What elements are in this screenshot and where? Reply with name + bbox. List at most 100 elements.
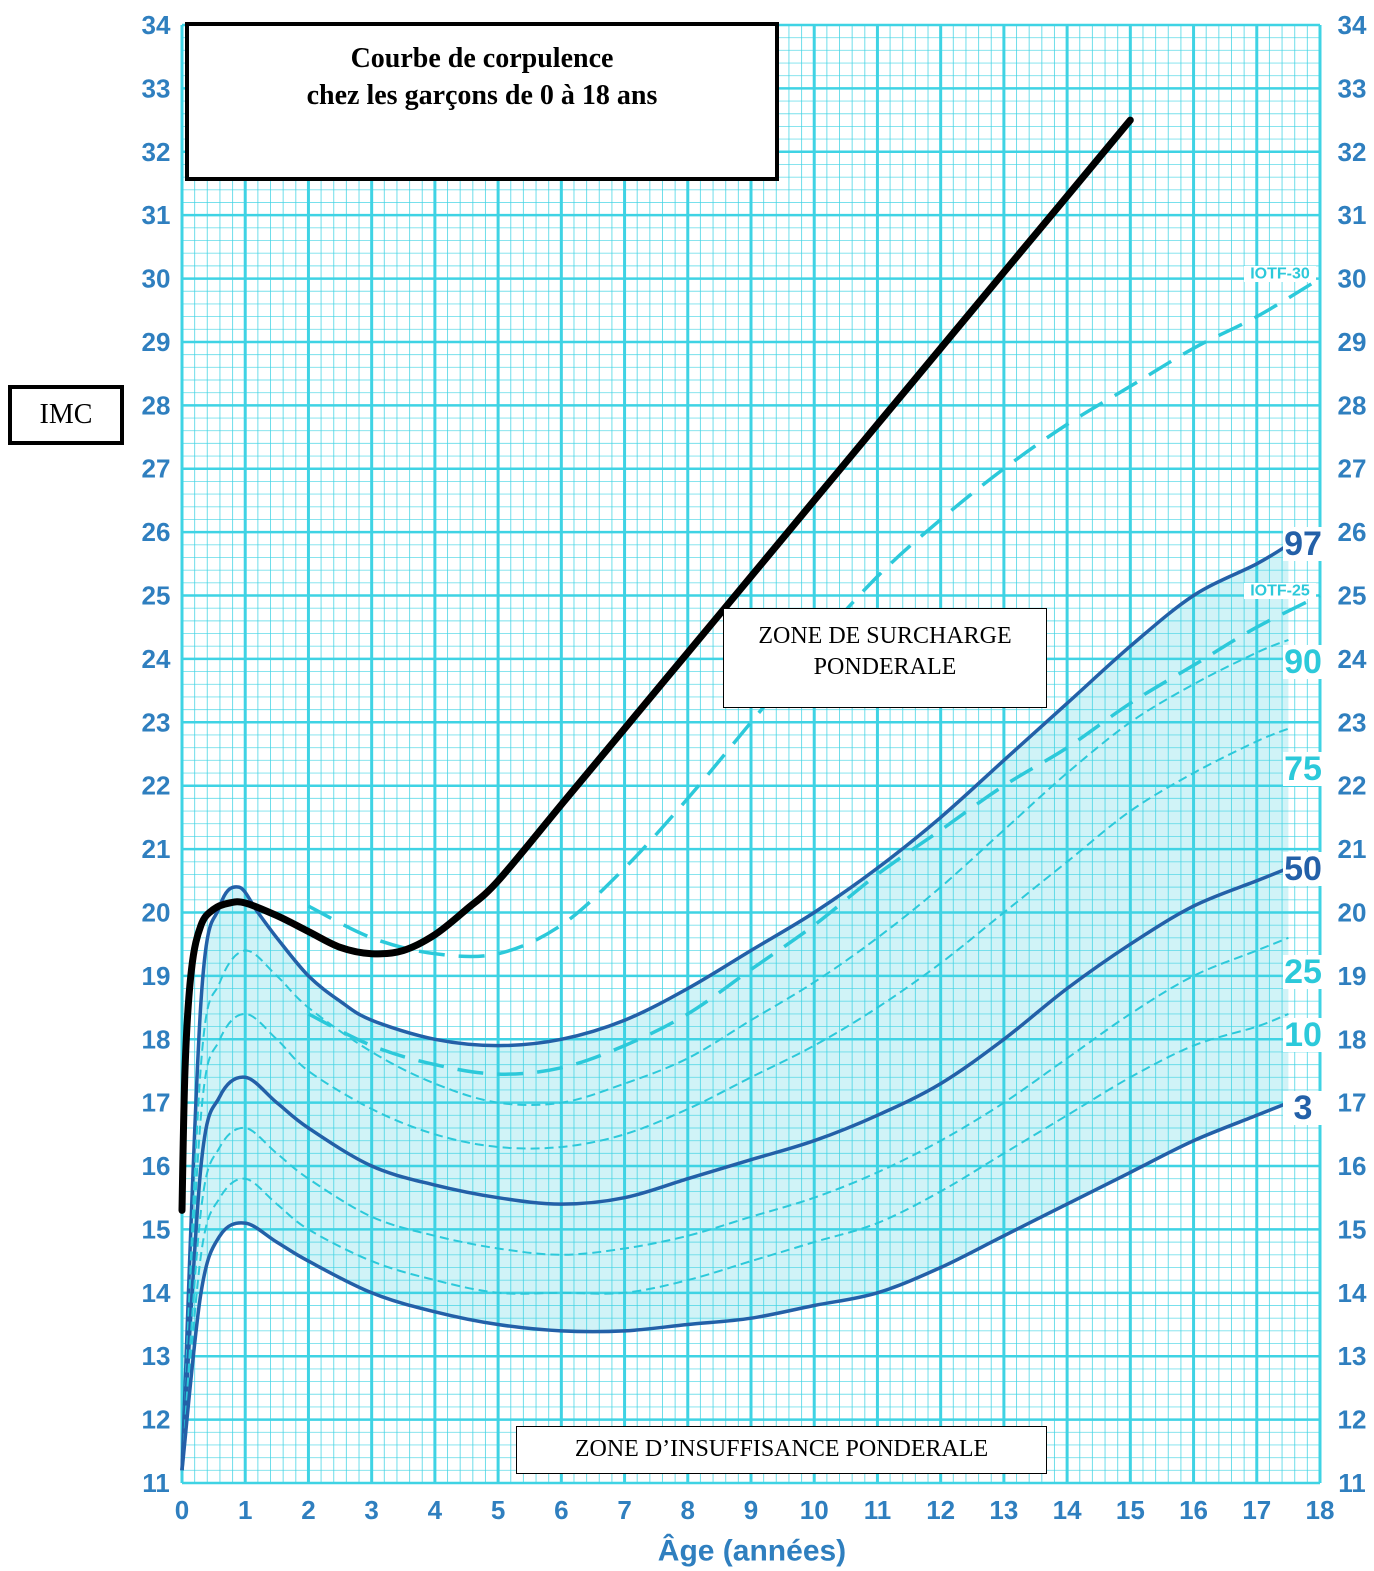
- y-tick-label-right: 20: [1338, 897, 1367, 927]
- percentile-curve-50: [180, 866, 1290, 1471]
- x-tick-label: 10: [800, 1495, 829, 1525]
- percentile-curve-90: [181, 638, 1289, 1471]
- x-tick-label: 7: [617, 1495, 631, 1525]
- y-tick-label-left: 26: [142, 517, 171, 547]
- y-tick-label-left: 27: [142, 454, 171, 484]
- patient-bmi-curve: [178, 116, 1134, 1214]
- x-tick-label: 12: [926, 1495, 955, 1525]
- curve-label-bg: [1283, 645, 1323, 679]
- y-tick-label-left: 21: [142, 834, 171, 864]
- y-tick-label-right: 15: [1338, 1214, 1367, 1244]
- curve-label-10: 10: [1284, 1016, 1322, 1054]
- y-tick-label-left: 24: [142, 644, 171, 674]
- curve-label-iotf-30: IOTF-30: [1250, 266, 1310, 283]
- x-tick-label: 0: [175, 1495, 189, 1525]
- x-tick-label: 13: [989, 1495, 1018, 1525]
- x-tick-label: 16: [1179, 1495, 1208, 1525]
- y-tick-label-right: 18: [1338, 1024, 1367, 1054]
- y-tick-label-right: 29: [1338, 327, 1367, 357]
- x-tick-label: 3: [364, 1495, 378, 1525]
- chart-title-line-1: Courbe de corpulence: [350, 43, 614, 74]
- y-tick-label-left: 34: [142, 10, 171, 40]
- x-tick-label: 5: [491, 1495, 505, 1525]
- curve-label-3: 3: [1294, 1089, 1313, 1127]
- y-tick-label-right: 28: [1338, 390, 1367, 420]
- chart-title-box: Courbe de corpulence chez les garçons de…: [185, 22, 779, 181]
- y-tick-label-right: 14: [1338, 1278, 1367, 1308]
- reference-band: [182, 544, 1289, 1471]
- y-tick-label-left: 13: [142, 1341, 171, 1371]
- y-tick-label-left: 31: [142, 200, 171, 230]
- y-tick-label-right: 11: [1338, 1468, 1366, 1498]
- x-tick-label: 17: [1242, 1495, 1271, 1525]
- y-tick-label-left: 25: [142, 581, 171, 611]
- zone-surcharge-line-1: ZONE DE SURCHARGE: [758, 623, 1012, 649]
- curve-label-97: 97: [1284, 525, 1322, 563]
- x-tick-label: 4: [428, 1495, 443, 1525]
- x-tick-label: 2: [301, 1495, 315, 1525]
- x-tick-label: 11: [864, 1495, 892, 1525]
- curve-label-bg: [1283, 955, 1323, 989]
- curve-label-iotf-25: IOTF-25: [1250, 583, 1310, 600]
- percentile-curve-10: [181, 1012, 1289, 1471]
- x-tick-label: 14: [1053, 1495, 1082, 1525]
- percentile-curve-25: [181, 936, 1289, 1471]
- curve-label-50: 50: [1284, 850, 1322, 888]
- y-tick-label-left: 28: [142, 390, 171, 420]
- curve-label-25: 25: [1284, 953, 1322, 991]
- y-tick-label-right: 12: [1338, 1405, 1367, 1435]
- y-tick-label-right: 25: [1338, 581, 1367, 611]
- y-tick-label-right: 22: [1338, 771, 1367, 801]
- y-tick-label-right: 19: [1338, 961, 1367, 991]
- x-tick-label: 15: [1116, 1495, 1145, 1525]
- y-tick-label-left: 18: [142, 1024, 171, 1054]
- y-tick-label-left: 32: [142, 137, 171, 167]
- percentile-curve-97: [180, 543, 1290, 1471]
- y-tick-label-left: 12: [142, 1405, 171, 1435]
- x-tick-label: 1: [238, 1495, 252, 1525]
- y-tick-label-right: 30: [1338, 264, 1367, 294]
- x-axis-label: Âge (années): [658, 1534, 846, 1568]
- curve-label-bg: [1283, 852, 1323, 886]
- percentile-curve-75: [181, 727, 1289, 1471]
- y-tick-label-left: 14: [142, 1278, 171, 1308]
- curve-label-bg: [1244, 266, 1316, 282]
- y-tick-label-right: 31: [1338, 200, 1367, 230]
- y-tick-label-right: 13: [1338, 1341, 1367, 1371]
- y-tick-label-left: 16: [142, 1151, 171, 1181]
- y-tick-label-right: 33: [1338, 73, 1367, 103]
- curve-label-75: 75: [1284, 750, 1322, 788]
- y-tick-label-right: 27: [1338, 454, 1367, 484]
- y-tick-label-left: 29: [142, 327, 171, 357]
- curve-label-90: 90: [1284, 643, 1322, 681]
- y-tick-label-left: 33: [142, 73, 171, 103]
- y-tick-label-right: 17: [1338, 1088, 1367, 1118]
- chart-title-line-2: chez les garçons de 0 à 18 ans: [306, 80, 658, 111]
- y-tick-label-left: 11: [142, 1468, 170, 1498]
- x-tick-label: 8: [681, 1495, 695, 1525]
- y-tick-label-right: 32: [1338, 137, 1367, 167]
- zone-surcharge-line-2: PONDERALE: [813, 654, 957, 680]
- curve-label-bg: [1244, 583, 1316, 599]
- curve-label-bg: [1283, 1091, 1323, 1125]
- y-tick-label-left: 23: [142, 707, 171, 737]
- y-tick-label-left: 17: [142, 1088, 171, 1118]
- y-tick-label-left: 30: [142, 264, 171, 294]
- zone-surcharge-label: ZONE DE SURCHARGE PONDERALE: [723, 608, 1047, 708]
- grid: [180, 23, 1322, 1485]
- curve-label-bg: [1283, 1018, 1323, 1052]
- curve-label-bg: [1283, 527, 1323, 561]
- y-tick-label-left: 19: [142, 961, 171, 991]
- y-tick-label-left: 20: [142, 897, 171, 927]
- y-axis-label: IMC: [8, 385, 124, 445]
- y-tick-label-right: 16: [1338, 1151, 1367, 1181]
- x-tick-label: 18: [1306, 1495, 1335, 1525]
- x-tick-label: 6: [554, 1495, 568, 1525]
- percentile-curve-iotf-25: [307, 593, 1321, 1076]
- y-tick-label-left: 15: [142, 1214, 171, 1244]
- y-tick-label-right: 23: [1338, 707, 1367, 737]
- x-tick-label: 9: [744, 1495, 758, 1525]
- y-tick-label-right: 24: [1338, 644, 1367, 674]
- percentile-curve-3: [180, 1101, 1290, 1471]
